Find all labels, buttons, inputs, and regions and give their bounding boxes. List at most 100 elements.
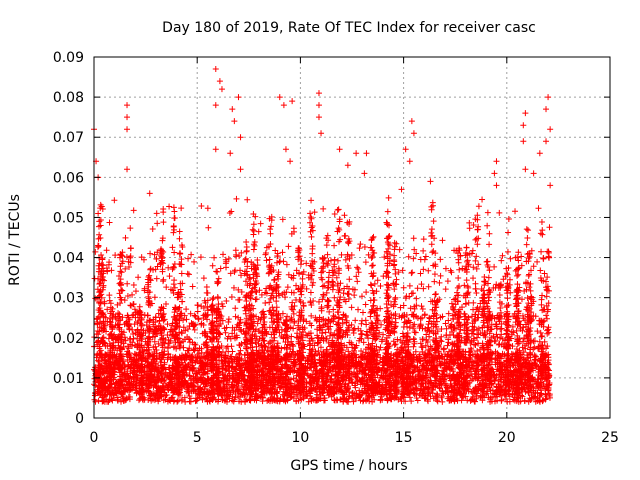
data-point bbox=[263, 257, 270, 264]
data-point bbox=[384, 269, 391, 276]
data-point bbox=[498, 257, 505, 264]
data-point bbox=[203, 316, 210, 323]
data-point bbox=[475, 203, 482, 210]
data-point bbox=[414, 285, 421, 292]
data-point bbox=[473, 290, 480, 297]
data-point bbox=[225, 255, 232, 262]
data-point bbox=[472, 257, 479, 264]
data-point bbox=[357, 241, 364, 248]
data-point bbox=[513, 346, 520, 353]
data-point bbox=[284, 284, 291, 291]
data-point bbox=[421, 256, 428, 263]
data-point bbox=[219, 303, 226, 310]
data-point bbox=[350, 398, 357, 405]
data-point bbox=[479, 196, 486, 203]
data-point bbox=[466, 225, 473, 232]
data-point bbox=[360, 339, 367, 346]
data-point bbox=[213, 268, 220, 275]
data-point bbox=[491, 338, 498, 345]
data-point bbox=[358, 293, 365, 300]
data-point bbox=[518, 253, 525, 260]
data-point bbox=[232, 247, 239, 254]
data-point bbox=[185, 271, 192, 278]
data-point bbox=[186, 398, 193, 405]
data-point bbox=[130, 282, 137, 288]
data-point bbox=[442, 286, 449, 293]
data-point bbox=[530, 263, 537, 270]
data-point bbox=[227, 270, 234, 277]
data-point bbox=[355, 269, 362, 276]
data-point bbox=[160, 310, 167, 317]
data-point bbox=[470, 275, 477, 282]
data-point bbox=[127, 225, 134, 232]
data-point bbox=[546, 224, 553, 231]
data-point bbox=[96, 218, 103, 225]
data-point bbox=[396, 246, 403, 253]
data-point bbox=[194, 302, 201, 309]
data-point bbox=[165, 365, 172, 372]
data-point bbox=[354, 264, 361, 271]
data-point bbox=[232, 313, 239, 320]
data-point bbox=[507, 255, 514, 262]
data-point bbox=[111, 197, 118, 204]
data-point bbox=[282, 294, 289, 301]
data-point bbox=[385, 194, 392, 201]
data-point bbox=[257, 220, 264, 227]
data-point bbox=[311, 209, 318, 216]
data-point bbox=[198, 203, 205, 210]
data-point bbox=[419, 314, 426, 321]
data-point bbox=[431, 271, 438, 278]
data-point bbox=[419, 305, 426, 312]
data-point bbox=[538, 333, 545, 340]
data-point bbox=[376, 329, 383, 336]
data-point bbox=[209, 262, 216, 269]
data-point bbox=[410, 235, 417, 242]
data-point bbox=[502, 395, 509, 402]
data-point bbox=[425, 324, 432, 331]
data-point bbox=[109, 397, 116, 404]
data-point bbox=[356, 245, 363, 252]
data-point bbox=[290, 310, 297, 317]
data-point bbox=[186, 373, 193, 380]
data-point bbox=[135, 397, 142, 404]
data-point bbox=[354, 278, 361, 285]
data-point bbox=[103, 247, 110, 254]
data-point bbox=[237, 347, 244, 354]
data-point bbox=[225, 318, 232, 325]
data-point bbox=[496, 209, 503, 216]
data-point bbox=[169, 394, 176, 401]
data-point bbox=[413, 250, 420, 257]
data-point bbox=[341, 212, 348, 219]
data-point bbox=[497, 326, 504, 333]
data-point bbox=[237, 267, 244, 274]
data-point bbox=[362, 301, 369, 308]
data-point bbox=[445, 317, 452, 324]
data-point bbox=[439, 237, 446, 244]
data-point bbox=[491, 263, 498, 270]
data-point bbox=[441, 345, 448, 352]
data-point bbox=[422, 253, 429, 260]
data-point bbox=[147, 250, 154, 257]
data-point bbox=[205, 224, 212, 231]
data-point bbox=[226, 210, 233, 217]
data-point bbox=[244, 196, 251, 203]
data-point bbox=[166, 273, 173, 280]
data-point bbox=[426, 315, 433, 322]
data-point bbox=[323, 260, 330, 267]
data-point bbox=[363, 289, 370, 296]
data-point bbox=[243, 238, 250, 245]
data-point bbox=[544, 274, 551, 281]
data-point bbox=[340, 290, 347, 297]
data-point bbox=[238, 288, 245, 295]
data-point bbox=[541, 270, 548, 277]
data-point bbox=[400, 284, 407, 291]
data-point bbox=[437, 256, 444, 263]
data-point bbox=[195, 316, 202, 323]
data-point bbox=[130, 207, 137, 214]
data-point bbox=[499, 252, 506, 259]
data-point bbox=[219, 348, 226, 355]
data-point bbox=[92, 248, 99, 255]
data-points bbox=[91, 66, 554, 405]
data-point bbox=[197, 254, 204, 261]
data-point bbox=[535, 205, 542, 212]
